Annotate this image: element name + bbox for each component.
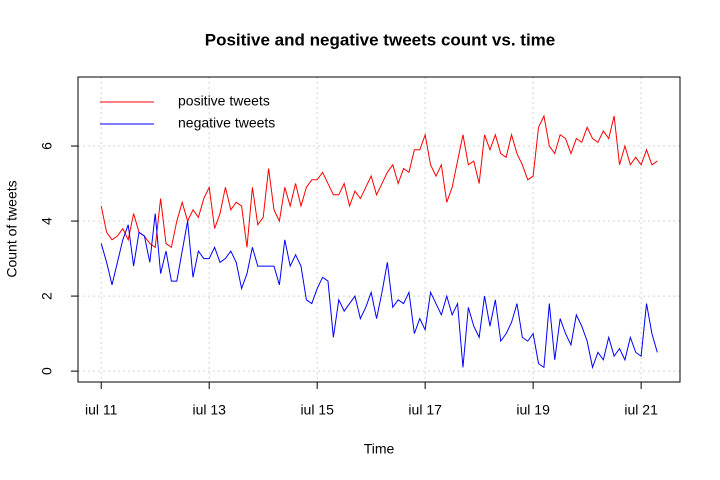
x-tick-label: iul 11 bbox=[85, 402, 118, 418]
series-line bbox=[100, 114, 658, 249]
legend-label: positive tweets bbox=[178, 93, 270, 109]
x-axis-title: Time bbox=[364, 441, 395, 457]
series-line bbox=[100, 213, 658, 370]
x-tick-label: iul 13 bbox=[192, 402, 226, 418]
y-tick-label: 6 bbox=[39, 142, 55, 150]
plot-frame bbox=[77, 76, 681, 383]
x-tick-label: iul 15 bbox=[300, 402, 334, 418]
y-tick-label: 4 bbox=[39, 217, 55, 225]
legend-label: negative tweets bbox=[178, 115, 275, 131]
x-tick-label: iul 21 bbox=[624, 402, 658, 418]
x-tick-label: iul 17 bbox=[408, 402, 442, 418]
y-tick-label: 0 bbox=[39, 367, 55, 375]
x-tick-label: iul 19 bbox=[516, 402, 550, 418]
y-axis-title: Count of tweets bbox=[4, 180, 20, 277]
chart-title: Positive and negative tweets count vs. t… bbox=[205, 30, 556, 49]
y-tick-label: 2 bbox=[39, 292, 55, 300]
